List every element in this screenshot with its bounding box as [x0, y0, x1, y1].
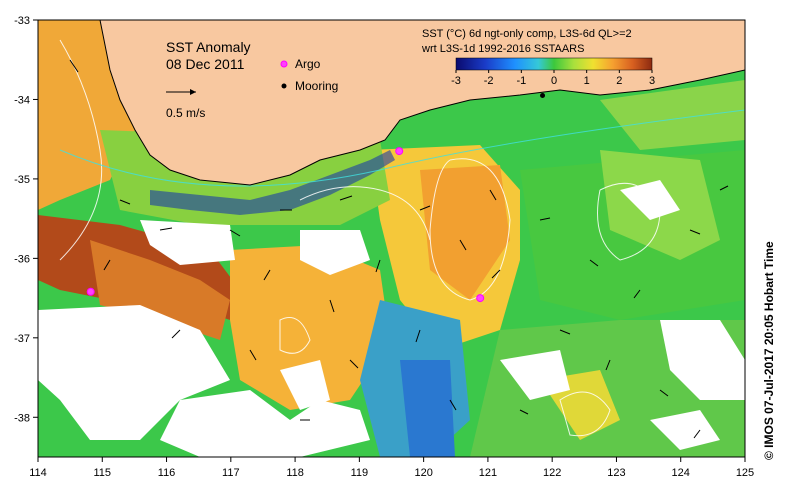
x-tick-label: 114 — [29, 467, 47, 479]
x-tick-label: 116 — [158, 467, 176, 479]
colorbar-tick-label: 1 — [584, 75, 590, 87]
colorbar-tick-label: -3 — [451, 75, 461, 87]
x-axis: 114 115 116 117 118 119 120 121 122 123 124 125 — [29, 457, 754, 479]
cloud-east-2 — [620, 180, 680, 220]
credit-text: © IMOS 07-Jul-2017 20:05 Hobart Time — [762, 241, 776, 460]
shelf-contours — [59, 109, 745, 187]
cloud-west — [140, 220, 235, 265]
x-tick-label: 125 — [736, 467, 754, 479]
cloud-southeast — [500, 350, 570, 400]
mooring-legend-symbol — [281, 83, 287, 89]
colorbar-tick-label: 2 — [616, 75, 622, 87]
colorbar-tick-label: 3 — [649, 75, 655, 87]
y-tick-label: -37 — [14, 333, 30, 345]
argo-legend-label: Argo — [295, 57, 321, 71]
x-tick-label: 123 — [607, 467, 625, 479]
sst-region-orange-central — [230, 245, 390, 410]
product-line2: wrt L3S-1d 1992-2016 SSTAARS — [421, 43, 584, 55]
y-tick-label: -35 — [14, 174, 30, 186]
map-title: SST Anomaly — [166, 39, 251, 55]
cloud-southeast-2 — [650, 410, 720, 450]
argo-float-marker[interactable] — [395, 147, 404, 156]
sst-region-warm-southwest — [90, 240, 230, 340]
cloud-southwest — [38, 305, 230, 440]
x-tick-label: 122 — [543, 467, 561, 479]
y-tick-label: -33 — [14, 15, 30, 27]
cool-coastal-strip — [150, 150, 395, 215]
ssh-contours — [59, 39, 661, 437]
sst-region-northeast — [600, 80, 745, 150]
colorbar — [455, 57, 653, 71]
cloud-south — [160, 390, 370, 457]
cloud-east — [660, 320, 745, 400]
x-tick-label: 118 — [286, 467, 304, 479]
y-tick-label: -36 — [14, 253, 30, 265]
map-date: 08 Dec 2011 — [166, 56, 245, 72]
colorbar-tick-label: -1 — [516, 75, 526, 87]
sst-region-cold-core — [400, 360, 455, 457]
vector-scale-arrow — [166, 89, 196, 95]
argo-float-marker[interactable] — [86, 287, 95, 296]
velocity-vectors — [69, 59, 729, 439]
colorbar-tick-label: -2 — [484, 75, 494, 87]
x-tick-label: 115 — [93, 467, 111, 479]
cloud-south-2 — [280, 360, 330, 410]
markers — [86, 92, 546, 303]
x-tick-label: 117 — [222, 467, 240, 479]
mooring-marker[interactable] — [540, 92, 546, 98]
vector-scale-label: 0.5 m/s — [166, 106, 205, 120]
y-tick-label: -38 — [14, 412, 30, 424]
plot-area — [38, 20, 745, 457]
x-tick-label: 119 — [351, 467, 369, 479]
y-tick-label: -34 — [14, 94, 30, 106]
mooring-legend-label: Mooring — [295, 79, 338, 93]
x-tick-label: 121 — [479, 467, 497, 479]
y-axis: -33 -34 -35 -36 -37 -38 — [14, 15, 38, 424]
cloud-central — [300, 230, 370, 275]
colorbar-ticks: -3 -2 -1 0 1 2 3 — [451, 70, 655, 87]
argo-legend-symbol — [280, 60, 288, 68]
product-line1: SST (°C) 6d ngt-only comp, L3S-6d QL>=2 — [422, 28, 632, 40]
x-tick-label: 120 — [414, 467, 432, 479]
plot-frame — [37, 19, 746, 458]
colorbar-tick-label: 0 — [551, 75, 557, 87]
sst-region-orange-eddy — [420, 165, 510, 300]
x-tick-label: 124 — [672, 467, 690, 479]
argo-float-marker[interactable] — [476, 294, 485, 303]
